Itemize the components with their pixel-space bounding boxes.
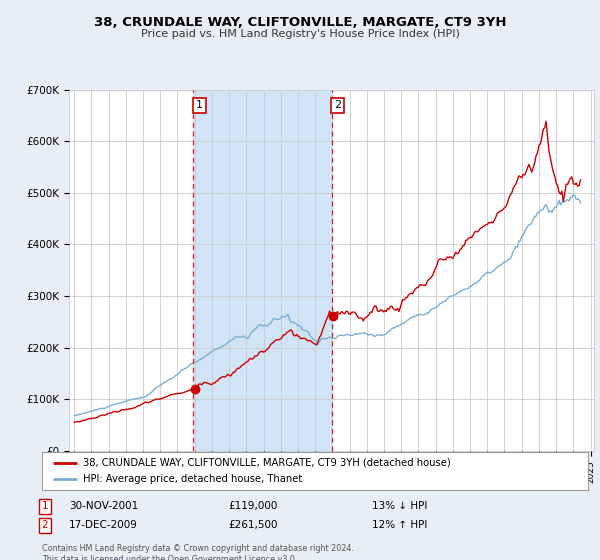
- Bar: [193, 90, 332, 451]
- Text: Price paid vs. HM Land Registry's House Price Index (HPI): Price paid vs. HM Land Registry's House …: [140, 29, 460, 39]
- Text: £119,000: £119,000: [228, 501, 277, 511]
- Text: £261,500: £261,500: [228, 520, 277, 530]
- Text: Contains HM Land Registry data © Crown copyright and database right 2024.
This d: Contains HM Land Registry data © Crown c…: [42, 544, 354, 560]
- Text: 17-DEC-2009: 17-DEC-2009: [69, 520, 138, 530]
- Text: 38, CRUNDALE WAY, CLIFTONVILLE, MARGATE, CT9 3YH (detached house): 38, CRUNDALE WAY, CLIFTONVILLE, MARGATE,…: [83, 458, 451, 468]
- Text: 2: 2: [41, 520, 49, 530]
- Text: 13% ↓ HPI: 13% ↓ HPI: [372, 501, 427, 511]
- Text: 12% ↑ HPI: 12% ↑ HPI: [372, 520, 427, 530]
- Text: 1: 1: [196, 100, 203, 110]
- Text: HPI: Average price, detached house, Thanet: HPI: Average price, detached house, Than…: [83, 474, 302, 484]
- Text: 30-NOV-2001: 30-NOV-2001: [69, 501, 138, 511]
- Text: 2: 2: [334, 100, 341, 110]
- Text: 38, CRUNDALE WAY, CLIFTONVILLE, MARGATE, CT9 3YH: 38, CRUNDALE WAY, CLIFTONVILLE, MARGATE,…: [94, 16, 506, 29]
- Text: 1: 1: [41, 501, 49, 511]
